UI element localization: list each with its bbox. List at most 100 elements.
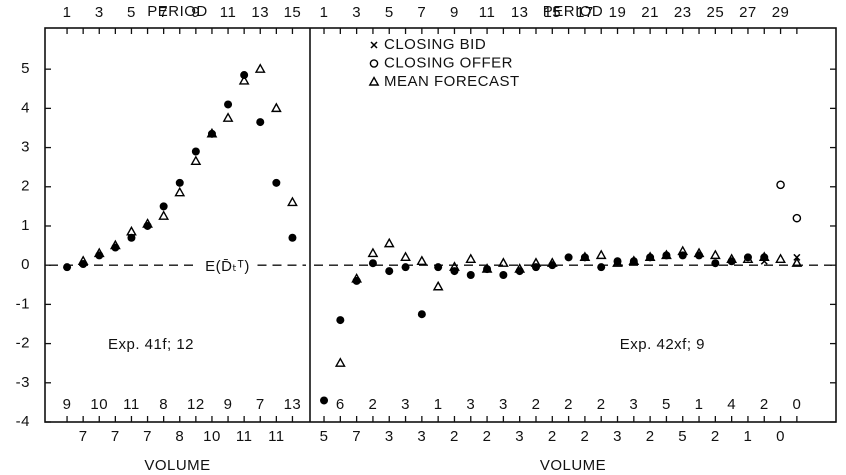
x-tick-label: 7 xyxy=(417,4,426,21)
volume-label: 1 xyxy=(695,396,704,413)
triangle-marker xyxy=(758,251,770,262)
dot-marker xyxy=(678,251,687,260)
volume-label: 3 xyxy=(499,396,508,413)
circle-marker xyxy=(776,180,785,190)
volume-label: 2 xyxy=(532,396,541,413)
x-tick-label: 5 xyxy=(127,4,136,21)
x-tick-label: 13 xyxy=(511,4,529,21)
y-tick-label: 0 xyxy=(21,256,30,273)
y-tick-label: -2 xyxy=(16,335,30,352)
volume-label: 7 xyxy=(79,428,88,445)
volume-label: 2 xyxy=(646,428,655,445)
volume-label: 12 xyxy=(187,396,205,413)
annotation: Exp. 42xf; 9 xyxy=(620,336,705,353)
triangle-marker xyxy=(238,74,250,85)
triangle-marker xyxy=(709,249,721,260)
x-tick-label: 3 xyxy=(352,4,361,21)
triangle-marker xyxy=(742,253,754,264)
dot-marker xyxy=(597,263,606,272)
volume-label: 0 xyxy=(776,428,785,445)
x-tick-label: 1 xyxy=(320,4,329,21)
triangle-marker xyxy=(142,218,153,228)
x-tick-label: 29 xyxy=(772,4,790,21)
volume-label: 2 xyxy=(597,396,606,413)
triangle-marker xyxy=(190,155,202,165)
y-tick-label: 4 xyxy=(21,99,30,116)
dot-marker xyxy=(320,396,329,405)
volume-label: 1 xyxy=(434,396,443,413)
triangle-marker xyxy=(351,272,363,283)
dot-marker xyxy=(175,178,184,187)
y-tick-label: -4 xyxy=(16,413,30,430)
dot-marker xyxy=(499,270,508,279)
triangle-marker xyxy=(254,63,266,73)
dot-marker xyxy=(224,100,233,109)
volume-label: 7 xyxy=(352,428,361,445)
cross-marker xyxy=(760,257,768,265)
volume-label: 2 xyxy=(369,396,378,413)
triangle-marker xyxy=(126,225,137,236)
dot-marker xyxy=(401,263,410,272)
volume-label: 6 xyxy=(336,396,345,413)
dot-marker xyxy=(63,263,72,272)
y-tick-label: 5 xyxy=(21,60,30,77)
legend-symbol xyxy=(370,41,378,49)
triangle-marker xyxy=(383,237,395,248)
volume-label: 3 xyxy=(385,428,394,445)
volume-label: 2 xyxy=(548,428,557,445)
volume-label: 8 xyxy=(175,428,184,445)
x-axis-title-top: PERIOD xyxy=(147,3,208,20)
dot-marker xyxy=(191,147,200,156)
volume-label: 9 xyxy=(224,396,233,413)
triangle-marker xyxy=(628,255,640,265)
x-axis-title-bottom: VOLUME xyxy=(540,457,606,474)
volume-label: 5 xyxy=(662,396,671,413)
volume-label: 2 xyxy=(564,396,573,413)
dot-marker xyxy=(564,253,573,262)
x-tick-label: 15 xyxy=(284,4,302,21)
reference-label: E(D̄ₜᵀ) xyxy=(205,258,250,275)
triangle-marker xyxy=(334,357,346,367)
volume-label: 2 xyxy=(580,428,589,445)
volume-label: 2 xyxy=(760,396,769,413)
triangle-marker xyxy=(77,255,89,265)
dot-marker xyxy=(336,316,345,325)
triangle-marker xyxy=(791,257,803,267)
triangle-marker xyxy=(109,239,121,250)
volume-label: 3 xyxy=(466,396,475,413)
dot-marker xyxy=(256,118,265,127)
triangle-marker xyxy=(449,261,460,271)
triangle-marker xyxy=(726,253,738,264)
dot-marker xyxy=(711,259,720,268)
triangle-marker xyxy=(400,251,411,262)
dot-marker xyxy=(368,259,377,268)
volume-label: 3 xyxy=(613,428,622,445)
dot-marker xyxy=(127,233,136,242)
triangle-marker xyxy=(174,186,186,197)
triangle-marker xyxy=(206,127,218,138)
x-tick-label: 15 xyxy=(543,4,561,21)
triangle-marker xyxy=(481,263,493,273)
x-tick-label: 19 xyxy=(609,4,627,21)
y-tick-label: 3 xyxy=(21,139,30,156)
triangle-marker xyxy=(367,247,379,258)
triangle-marker xyxy=(416,255,428,265)
triangle-marker xyxy=(287,196,298,207)
volume-label: 13 xyxy=(284,396,302,413)
x-tick-label: 7 xyxy=(159,4,168,21)
x-tick-label: 11 xyxy=(220,4,237,21)
x-axis-title-top: PERIOD xyxy=(543,3,604,20)
volume-label: 7 xyxy=(111,428,120,445)
dot-marker xyxy=(434,263,443,272)
triangle-marker xyxy=(270,102,282,113)
triangle-marker xyxy=(644,251,656,262)
volume-label: 2 xyxy=(483,428,492,445)
x-tick-label: 27 xyxy=(739,4,757,21)
triangle-marker xyxy=(158,210,170,220)
volume-label: 3 xyxy=(515,428,524,445)
x-tick-label: 5 xyxy=(385,4,394,21)
legend-symbol xyxy=(368,76,380,86)
x-tick-label: 3 xyxy=(95,4,104,21)
volume-label: 11 xyxy=(123,396,140,413)
plot-frame xyxy=(44,27,837,423)
